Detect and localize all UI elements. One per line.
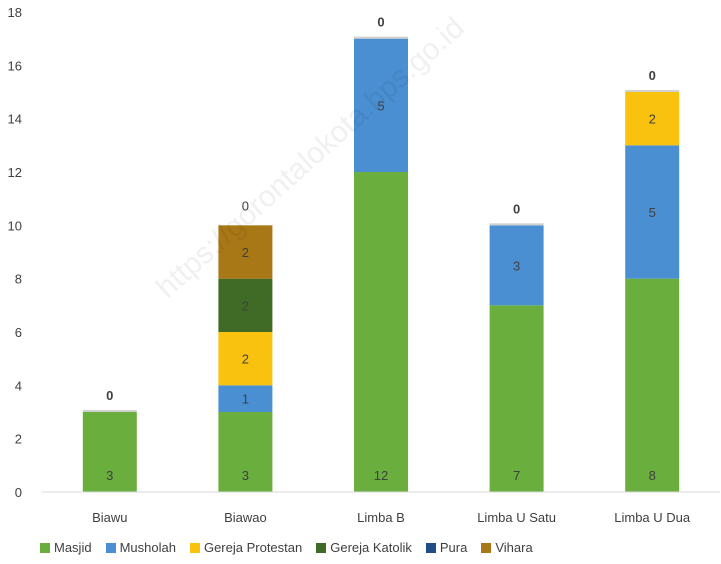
y-tick-label: 18 [8, 5, 22, 20]
data-label: 2 [242, 245, 249, 260]
zero-segment-cap [82, 410, 137, 412]
bar-segment [625, 92, 680, 146]
legend-item: Gereja Katolik [316, 540, 412, 555]
data-label: 2 [242, 298, 249, 313]
data-label: 5 [649, 205, 656, 220]
data-label: 12 [374, 468, 388, 483]
y-tick-label: 2 [15, 432, 22, 447]
x-category-label: Limba B [357, 510, 405, 525]
bar-segment [354, 172, 408, 492]
legend-swatch [425, 542, 436, 553]
data-label: 2 [242, 352, 249, 367]
legend-swatch [316, 542, 327, 553]
zero-value-label: 0 [106, 388, 113, 403]
legend-swatch [481, 542, 492, 553]
zero-value-label: 0 [649, 68, 656, 83]
data-label: 3 [106, 468, 113, 483]
legend-label: Vihara [495, 540, 533, 555]
legend-swatch [189, 542, 200, 553]
x-category-label: Biawu [92, 510, 127, 525]
x-category-label: Limba U Dua [614, 510, 691, 525]
data-label: 3 [242, 468, 249, 483]
y-tick-label: 16 [8, 58, 22, 73]
bar-segment [218, 225, 273, 279]
bar-segment [82, 412, 137, 492]
y-tick-label: 12 [8, 165, 22, 180]
zero-segment-cap [625, 90, 680, 92]
y-tick-label: 4 [15, 378, 22, 393]
data-label: 2 [649, 112, 656, 127]
x-axis: Biawu Biawao Limba B Limba U Satu Limba U Du… [42, 491, 720, 525]
legend: Masjid Musholah Gereja Protestan Gereja Kat… [40, 540, 533, 555]
y-tick-label: 0 [15, 485, 22, 500]
data-label: 3 [513, 258, 520, 273]
data-label: 7 [513, 468, 520, 483]
legend-swatch [40, 542, 50, 553]
legend-item: Vihara [481, 540, 533, 555]
data-label: 8 [649, 468, 656, 483]
legend-label: Gereja Katolik [330, 540, 412, 555]
y-tick-label: 6 [15, 325, 22, 340]
y-tick-label: 14 [8, 112, 22, 127]
legend-item: Pura [425, 540, 468, 555]
zero-value-label: 0 [513, 201, 520, 216]
legend-label: Gereja Protestan [203, 540, 303, 555]
legend-label: Pura [439, 540, 468, 555]
bar-segment [489, 225, 544, 306]
data-label: 1 [242, 392, 249, 407]
bar-segment [354, 38, 408, 172]
data-label: 0 [242, 198, 249, 213]
legend-swatch [105, 542, 116, 553]
bar-segment [625, 278, 680, 492]
y-tick-label: 10 [8, 218, 22, 233]
data-label: 5 [377, 98, 384, 113]
x-category-label: Biawao [224, 510, 267, 525]
bar-segment [218, 385, 273, 412]
y-tick-label: 8 [15, 272, 22, 287]
zero-value-label: 0 [377, 15, 384, 30]
legend-label: Masjid [54, 540, 92, 555]
legend-item: Musholah [105, 540, 176, 555]
y-axis: 0 2 4 6 8 10 12 14 16 18 [8, 5, 22, 500]
bar-segment [218, 332, 273, 386]
bar-segment [489, 305, 544, 492]
x-category-label: Limba U Satu [477, 510, 556, 525]
zero-segment-cap [354, 36, 408, 39]
legend-item: Masjid [40, 540, 92, 555]
zero-segment-cap [489, 223, 544, 226]
bar-segment [625, 145, 680, 279]
bar-segment [218, 412, 273, 492]
legend-item: Gereja Protestan [189, 540, 303, 555]
bar-segment [218, 278, 273, 332]
legend-label: Musholah [119, 540, 176, 555]
